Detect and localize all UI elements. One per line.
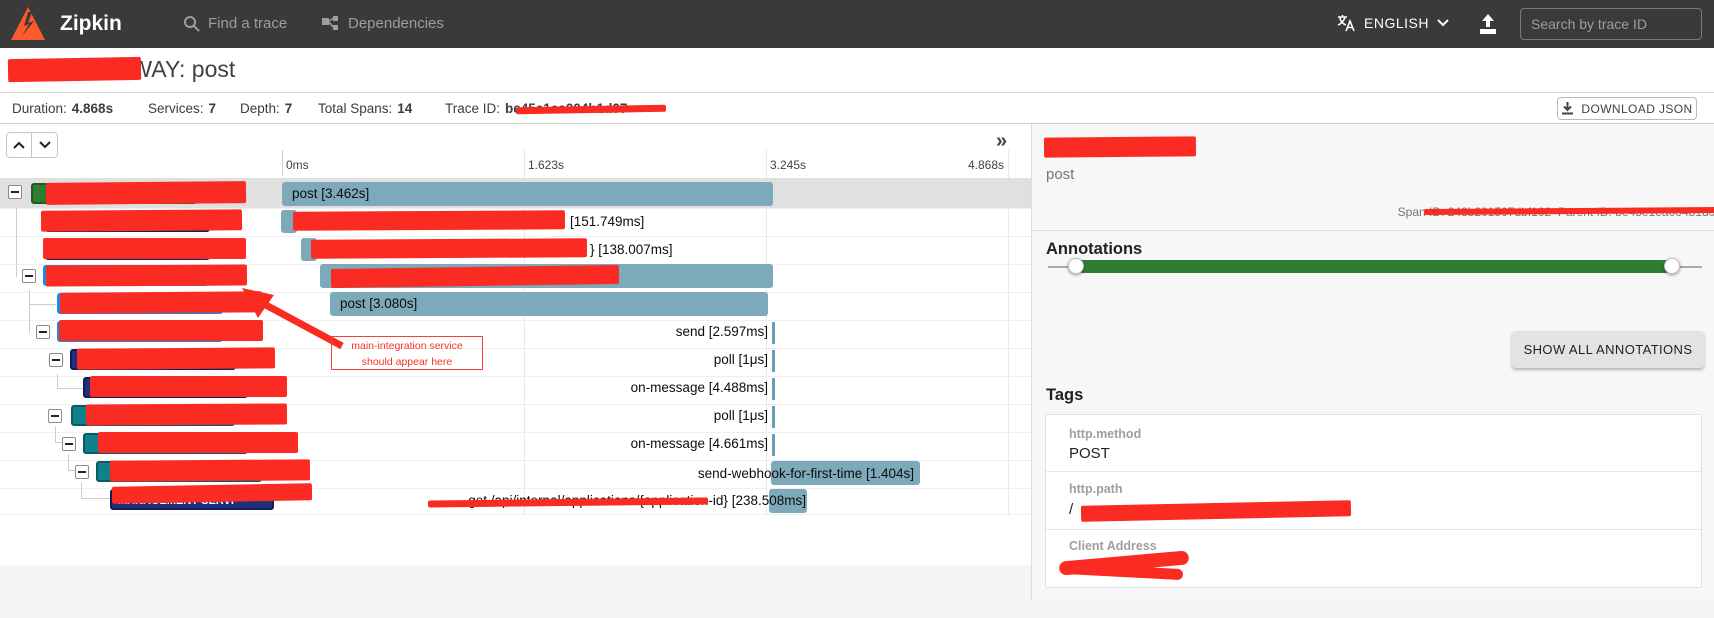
search-input[interactable] [1520, 8, 1702, 40]
expand-toggle[interactable] [8, 185, 22, 199]
title-redaction-mark [7, 56, 142, 83]
language-selector[interactable]: ENGLISH [1336, 13, 1449, 33]
span-bar[interactable]: post [3.462s] [282, 182, 773, 206]
span-bar[interactable] [772, 378, 775, 400]
chevron-up-icon [13, 141, 25, 149]
expand-toggle[interactable] [62, 437, 76, 451]
redaction-mark [45, 181, 247, 205]
axis-tick-0 [282, 150, 283, 176]
trace-title-bar: LINK GATEWAY: post [0, 48, 1714, 93]
span-label[interactable]: send [2.597ms] [675, 324, 768, 339]
slider-handle-end[interactable] [1664, 258, 1680, 274]
page-title-visible-text: Y: post [164, 56, 236, 82]
redaction-mark [109, 459, 311, 482]
tag-key: Client Address [1069, 539, 1157, 553]
chevron-down-icon [1437, 19, 1449, 27]
annotation-note-line2: should appear here [361, 355, 453, 368]
span-bar[interactable] [772, 322, 775, 344]
chevron-down-icon [38, 141, 51, 149]
annotation-note: main-integration service should appear h… [331, 336, 483, 370]
gridline [766, 150, 767, 514]
redaction-mark [90, 376, 287, 397]
annotation-note-line1: main-integration service [351, 340, 463, 352]
hide-detail-panel-icon[interactable]: » [996, 130, 1008, 152]
annotation-arrow [242, 288, 344, 350]
redaction-mark [98, 432, 298, 453]
tag-key: http.path [1069, 482, 1123, 496]
span-bar[interactable] [769, 489, 807, 513]
slider-handle-start[interactable] [1068, 258, 1084, 274]
zipkin-logo-icon[interactable] [10, 6, 46, 42]
span-label[interactable]: } [138.007ms] [590, 242, 673, 257]
trace-id-redaction-mark [515, 104, 667, 115]
upload-icon[interactable] [1476, 12, 1500, 36]
axis-label-3245s: 3.245s [770, 158, 807, 172]
expand-toggle[interactable] [22, 269, 36, 283]
tag-value: / [1069, 501, 1074, 518]
gridline [1008, 150, 1009, 514]
axis-label-1623s: 1.623s [528, 158, 565, 172]
annotation-slider-range [1076, 260, 1672, 273]
duration-stat: Duration: 4.868s [12, 101, 114, 116]
span-label[interactable]: poll [1μs] [713, 352, 768, 367]
expand-toggle[interactable] [75, 465, 89, 479]
download-json-button[interactable]: DOWNLOAD JSON [1557, 97, 1697, 120]
redaction-mark [45, 264, 248, 287]
collapse-all-button[interactable] [6, 132, 32, 158]
span-label[interactable]: send-webhook-for-first-time [1.404s] [697, 466, 914, 481]
depth-stat: Depth: 7 [240, 101, 293, 116]
detail-divider [1031, 230, 1714, 231]
span-bar[interactable] [772, 406, 775, 428]
gridline [524, 150, 525, 514]
trace-info-bar: Duration: 4.868s Services: 7 Depth: 7 Total… [0, 93, 1714, 124]
app-title: Zipkin [60, 12, 122, 35]
redaction-mark [310, 238, 588, 259]
tag-key: http.method [1069, 427, 1142, 441]
redaction-mark [292, 210, 566, 231]
redaction-mark [43, 238, 246, 259]
tags-card: http.method POST http.path / Client Addr… [1045, 414, 1702, 588]
span-bar[interactable] [772, 434, 775, 456]
span-bar[interactable]: post [3.080s] [330, 292, 768, 316]
span-label: post [3.462s] [292, 186, 370, 201]
language-label: ENGLISH [1364, 15, 1429, 31]
search-icon [184, 16, 200, 32]
services-stat: Services: 7 [148, 101, 217, 116]
span-bar[interactable] [771, 461, 920, 485]
axis-label-4868s: 4.868s [967, 158, 1004, 172]
expand-toggle[interactable] [36, 325, 50, 339]
http-path-redaction-mark [1080, 500, 1352, 522]
axis-label-0ms: 0ms [286, 158, 309, 172]
expand-toggle[interactable] [48, 409, 62, 423]
dependencies-icon [322, 15, 338, 30]
span-label[interactable]: poll [1μs] [713, 408, 768, 423]
nav-dependencies[interactable]: Dependencies [322, 15, 444, 32]
download-icon [1562, 102, 1574, 115]
redaction-mark [85, 403, 288, 426]
total-spans-stat: Total Spans: 14 [318, 101, 413, 116]
translate-icon [1337, 15, 1355, 32]
span-label: post [3.080s] [340, 296, 418, 311]
expand-toggle[interactable] [49, 353, 63, 367]
detail-span-name: post [1046, 166, 1075, 183]
redaction-mark [330, 264, 620, 289]
redaction-mark [59, 320, 263, 341]
redaction-mark [40, 209, 243, 232]
tag-value: POST [1069, 445, 1110, 462]
show-all-annotations-button[interactable]: SHOW ALL ANNOTATIONS [1512, 331, 1704, 368]
expand-all-button[interactable] [32, 132, 58, 158]
tags-header: Tags [1046, 386, 1084, 404]
span-label[interactable]: on-message [4.488ms] [630, 380, 768, 395]
span-label[interactable]: on-message [4.661ms] [630, 436, 768, 451]
detail-title-redaction-mark [1043, 136, 1197, 158]
span-label[interactable]: [151.749ms] [570, 214, 645, 229]
annotations-header: Annotations [1046, 240, 1143, 258]
nav-find-a-trace[interactable]: Find a trace [183, 15, 287, 32]
app-header: Zipkin Find a trace Dependencies [0, 0, 1714, 48]
redaction-mark [111, 483, 313, 504]
span-bar[interactable] [772, 350, 775, 372]
